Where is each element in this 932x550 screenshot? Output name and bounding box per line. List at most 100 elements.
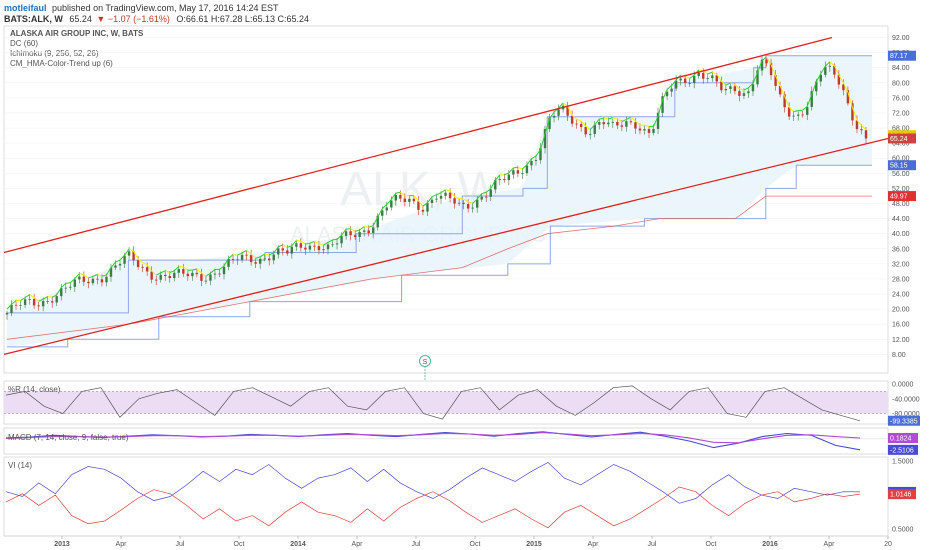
hma-segment xyxy=(237,252,243,256)
hma-segment xyxy=(788,106,795,112)
candle-body xyxy=(195,272,199,275)
s-marker-circle[interactable] xyxy=(419,355,431,367)
candle-body xyxy=(742,93,746,96)
candle-body xyxy=(340,236,343,244)
channel-lower-line xyxy=(3,137,889,356)
price-axis[interactable]: 92.0088.0084.0080.0076.0072.0068.0064.00… xyxy=(892,35,910,359)
legend-hma[interactable]: CM_HMA-Color-Trend up (6) xyxy=(10,59,113,68)
hma-segment xyxy=(580,120,587,127)
candle-body xyxy=(634,122,637,129)
price-change: −1.07 (−1.61%) xyxy=(108,14,170,24)
candle-body xyxy=(136,260,140,267)
hma-segment xyxy=(838,74,844,84)
hma-segment xyxy=(481,191,487,195)
hma-segment xyxy=(124,248,130,256)
time-tick-label: Apr xyxy=(588,541,600,548)
author-name[interactable]: motleifaul xyxy=(4,3,47,13)
hma-segment xyxy=(653,116,659,127)
candles xyxy=(5,55,868,320)
wr-tick-label: -80.0000 xyxy=(892,411,920,418)
macd-badge xyxy=(888,432,918,443)
candle-body xyxy=(778,85,782,95)
candle-body xyxy=(154,279,158,281)
candle-body xyxy=(475,199,479,208)
hma-segment xyxy=(562,102,568,107)
hma-segment xyxy=(160,270,166,274)
hma-segment xyxy=(856,119,862,126)
hma-segment xyxy=(571,114,577,120)
candle-body xyxy=(457,202,461,204)
hma-segment xyxy=(635,120,641,126)
candle-body xyxy=(87,281,90,284)
hma-segment xyxy=(689,74,695,79)
candle-body xyxy=(281,248,284,251)
candle-body xyxy=(240,254,244,260)
hma-segment xyxy=(544,118,551,135)
hma-segment xyxy=(219,265,225,270)
candle-body xyxy=(435,198,438,200)
candle-body xyxy=(322,249,325,251)
legend-dc[interactable]: DC (60) xyxy=(10,39,38,48)
hma-segment xyxy=(418,200,424,207)
hma-segment xyxy=(300,240,306,245)
time-tick-label: Oct xyxy=(234,541,245,548)
wr-title[interactable]: %R (14, close) xyxy=(8,385,61,394)
candle-body xyxy=(724,88,728,91)
hma-segment xyxy=(341,228,347,236)
williams-r-pane[interactable]: 0.0000 -40.0000 -80.0000-99.3385 xyxy=(3,380,920,426)
macd-title[interactable]: MACD (7, 14, close, 9, false, true) xyxy=(8,433,129,442)
candle-body xyxy=(204,280,208,282)
price-tick-label: 64.00 xyxy=(892,141,910,148)
hma-segment xyxy=(467,201,473,205)
hma-segment xyxy=(422,202,428,207)
hma-segment xyxy=(6,303,12,310)
candle-body xyxy=(19,304,22,306)
hma-segment xyxy=(811,81,817,95)
candle-body xyxy=(177,269,180,273)
candle-body xyxy=(245,254,248,256)
hma-segment xyxy=(291,240,297,246)
candle-body xyxy=(706,78,709,79)
hma-segment xyxy=(820,66,826,74)
time-axis[interactable]: 2013 Apr Jul Oct 2014 Apr Jul Oct 2015 Apr Jul Oct 2… xyxy=(4,535,892,548)
hma-segment xyxy=(757,60,763,74)
hma-segment xyxy=(359,226,365,231)
candle-body xyxy=(218,273,221,275)
hma-segment xyxy=(51,294,57,298)
hma-segment xyxy=(630,116,636,122)
hma-segment xyxy=(784,96,790,108)
price-tick-label: 40.00 xyxy=(892,231,910,238)
vi-title[interactable]: VI (14) xyxy=(8,461,32,470)
hma-segment xyxy=(806,94,813,107)
price-badge xyxy=(888,50,916,61)
candle-body xyxy=(254,262,257,264)
hma-segment xyxy=(531,155,537,160)
price-tick-label: 16.00 xyxy=(892,322,910,329)
candle-body xyxy=(390,200,393,208)
hma-segment xyxy=(775,75,781,86)
legend-ichimoku[interactable]: Ichimoku (9, 256, 52, 26) xyxy=(10,49,99,58)
price-tick-label: 80.00 xyxy=(892,80,910,87)
price-tick-label: 36.00 xyxy=(892,246,910,253)
candle-body xyxy=(173,272,176,279)
hma-segment xyxy=(413,195,419,202)
price-tick-label: 32.00 xyxy=(892,261,910,268)
hma-segment xyxy=(626,116,632,120)
price-tick-label: 84.00 xyxy=(892,65,910,72)
s-marker[interactable]: S xyxy=(419,355,431,381)
hma-segment xyxy=(173,266,180,272)
candle-body xyxy=(552,115,556,118)
candle-body xyxy=(715,75,719,82)
hma-segment xyxy=(504,172,510,176)
macd-pane[interactable]: 0.1824 -2.5106 xyxy=(3,427,918,455)
hma-segment xyxy=(522,164,528,170)
candle-body xyxy=(543,129,547,149)
time-tick-label: Jul xyxy=(648,541,657,548)
ohlc-values: O:66.61 H:67.28 L:65.13 C:65.24 xyxy=(176,14,309,24)
time-tick-label: 20 xyxy=(884,541,892,548)
vi-badge xyxy=(888,489,916,500)
candle-body xyxy=(485,196,488,198)
hma-segment xyxy=(287,245,293,248)
hma-segment xyxy=(440,189,446,194)
